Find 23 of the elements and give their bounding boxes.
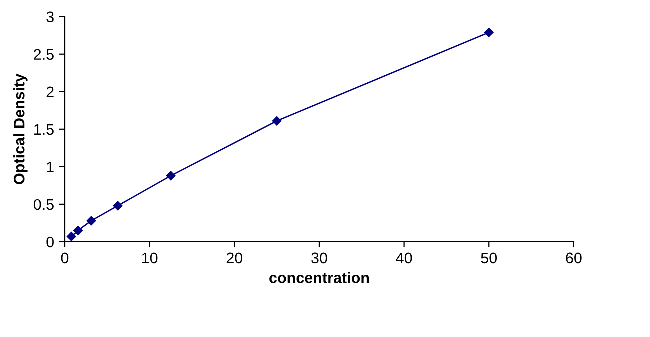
point (484, 28, 494, 38)
point (66, 232, 76, 242)
x-tick-label: 20 (226, 252, 243, 264)
point (166, 171, 176, 181)
x-tick-label: 50 (481, 252, 498, 264)
x-tick-label: 40 (396, 252, 412, 264)
point (113, 201, 123, 211)
x-tick-label: 10 (142, 252, 158, 264)
y-tick-label: 3 (46, 12, 54, 23)
y-tick-label: 1 (47, 162, 54, 172)
y-tick-label: 0.5 (34, 199, 54, 210)
y-tick-label: 2 (46, 86, 54, 98)
y-tick-label: 2.5 (34, 49, 54, 60)
y-axis-title: Optical Density (14, 74, 28, 184)
x-tick-label: 0 (61, 252, 69, 264)
x-tick-label: 30 (312, 252, 328, 264)
y-tick-label: 1.5 (34, 124, 54, 136)
point (74, 226, 83, 236)
point (86, 216, 96, 226)
y-tick-label: 0 (46, 236, 54, 248)
point (272, 116, 282, 126)
x-tick-label: 60 (566, 252, 582, 264)
x-axis-title: concentration (270, 272, 370, 284)
